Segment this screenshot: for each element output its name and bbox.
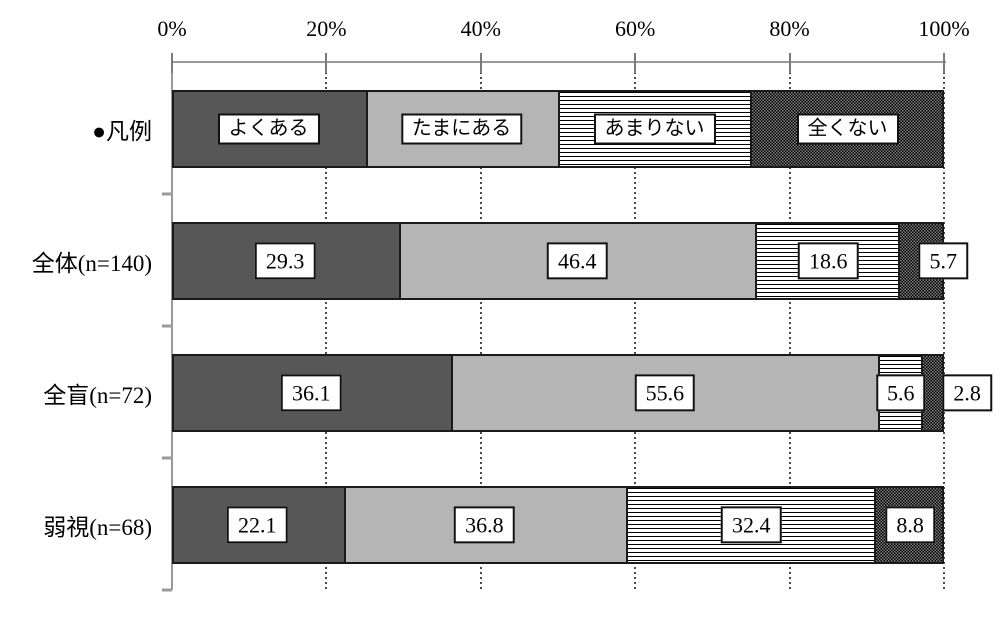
value-label-box: 32.4 [720, 506, 782, 544]
value-label-box: 8.8 [885, 506, 935, 544]
x-tick-label: 20% [306, 16, 347, 41]
value-label-box: 29.3 [254, 242, 316, 280]
row-label: 弱視(n=68) [43, 515, 152, 540]
bar [172, 486, 944, 564]
x-tick-label: 100% [918, 16, 970, 41]
x-tick-label: 40% [460, 16, 501, 41]
x-axis-tick [325, 53, 328, 73]
x-tick-label: 80% [769, 16, 810, 41]
value-label-box: 22.1 [226, 506, 288, 544]
y-axis-tick [162, 588, 172, 592]
value-label-box: 36.8 [454, 506, 515, 544]
gridline [634, 62, 637, 590]
y-axis-tick [162, 456, 172, 460]
value-label-box: 36.1 [280, 374, 342, 412]
legend-label-box: よくある [217, 113, 320, 145]
x-tick-label: 0% [157, 16, 187, 41]
y-axis-line [171, 62, 173, 590]
x-axis-line [172, 61, 946, 63]
x-axis-tick [943, 53, 945, 73]
value-label-box: 2.8 [942, 374, 992, 412]
gridline [325, 62, 328, 590]
y-axis-tick [162, 192, 172, 196]
row-label: ●凡例 [92, 119, 152, 144]
x-axis-tick [788, 53, 791, 73]
gridline [788, 62, 791, 590]
legend-label-box: 全くない [796, 113, 899, 145]
value-label-box: 18.6 [797, 242, 859, 280]
y-axis-tick [162, 324, 172, 328]
x-axis-tick [171, 53, 173, 73]
gridline [943, 62, 945, 590]
value-label-box: 55.6 [634, 374, 696, 412]
legend-label-box: たまにある [400, 113, 523, 145]
row-label: 全盲(n=72) [43, 383, 152, 408]
x-axis-tick [634, 53, 637, 73]
value-label-box: 5.7 [918, 242, 968, 280]
x-tick-label: 60% [615, 16, 656, 41]
x-axis-tick [479, 53, 482, 73]
row-label: 全体(n=140) [31, 251, 152, 276]
legend-label-box: あまりない [593, 113, 716, 145]
gridline [479, 62, 482, 590]
value-label-box: 46.4 [547, 242, 608, 280]
value-label-box: 5.6 [876, 374, 926, 412]
